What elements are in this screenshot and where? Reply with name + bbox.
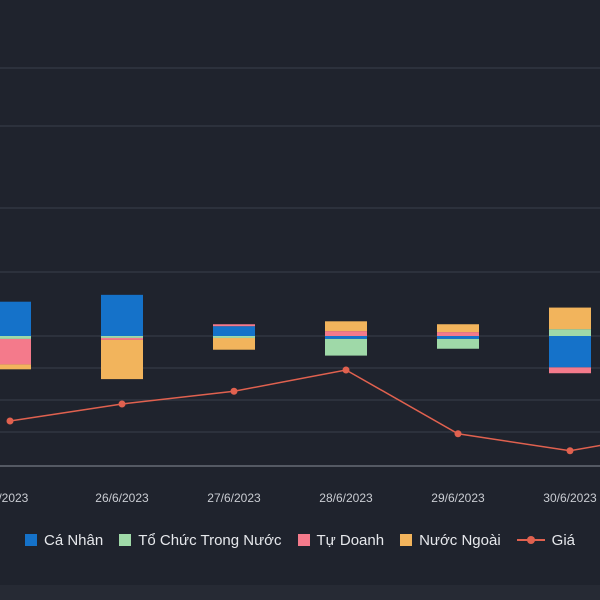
- chart-plot: 6/2023 26/6/2023 27/6/2023 28/6/2023 29/6/20…: [0, 67, 600, 505]
- bar-segment[interactable]: [325, 331, 367, 336]
- price-point[interactable]: [342, 366, 350, 374]
- legend-swatch-nuoc-ngoai: [400, 534, 413, 546]
- x-tick-label: 27/6/2023: [207, 491, 261, 505]
- legend-label-nuoc-ngoai: Nước Ngoài: [419, 531, 501, 549]
- legend-item-tu-doanh[interactable]: Tự Doanh: [297, 531, 385, 549]
- x-tick-label: 26/6/2023: [95, 491, 149, 505]
- legend-item-nuoc-ngoai[interactable]: Nước Ngoài: [400, 532, 501, 549]
- bar-segment[interactable]: [437, 332, 479, 336]
- bar-segment[interactable]: [549, 329, 591, 336]
- chart-legend: Cá Nhân Tổ Chức Trong Nước Tự Doanh Nước…: [0, 528, 600, 552]
- price-point[interactable]: [566, 447, 574, 455]
- bar-segment[interactable]: [549, 336, 591, 368]
- x-tick-label: 28/6/2023: [319, 491, 373, 505]
- bar-segment[interactable]: [325, 336, 367, 339]
- bar-segment[interactable]: [549, 367, 591, 374]
- bar-segment[interactable]: [437, 324, 479, 333]
- legend-item-ca-nhan[interactable]: Cá Nhân: [25, 532, 103, 549]
- x-tick-label: 29/6/2023: [431, 491, 485, 505]
- legend-swatch-tu-doanh: [297, 534, 310, 546]
- bar-segment[interactable]: [325, 338, 367, 356]
- price-point[interactable]: [6, 417, 14, 425]
- legend-label-tu-doanh: Tự Doanh: [316, 531, 385, 549]
- bar-segment[interactable]: [437, 338, 479, 349]
- legend-label-ca-nhan: Cá Nhân: [44, 531, 104, 549]
- bar-segment[interactable]: [101, 336, 143, 338]
- bar-segment[interactable]: [0, 301, 31, 336]
- legend-item-gia[interactable]: Giá: [516, 531, 575, 549]
- x-tick-label: 30/6/2023: [543, 491, 597, 505]
- bar-segment[interactable]: [0, 336, 31, 339]
- bar-segment[interactable]: [549, 307, 591, 330]
- bar-segment[interactable]: [213, 324, 255, 327]
- bar-segment[interactable]: [101, 294, 143, 336]
- bar-segment[interactable]: [0, 338, 31, 365]
- legend-label-to-chuc-trong-nuoc: Tổ Chức Trong Nước: [138, 531, 282, 549]
- bar-segment[interactable]: [325, 321, 367, 332]
- bar-segment[interactable]: [437, 336, 479, 339]
- bottom-strip: [0, 585, 600, 600]
- bar-segment[interactable]: [213, 336, 255, 338]
- price-line: [9, 369, 600, 452]
- price-point[interactable]: [118, 400, 126, 408]
- bar-segment[interactable]: [213, 326, 255, 336]
- price-point[interactable]: [230, 387, 238, 395]
- bar-segment[interactable]: [0, 364, 31, 370]
- legend-swatch-gia: [516, 534, 545, 546]
- x-tick-label: 6/2023: [0, 491, 29, 505]
- bar-segment[interactable]: [101, 337, 143, 340]
- bar-segment[interactable]: [213, 337, 255, 350]
- legend-item-to-chuc-trong-nuoc[interactable]: Tổ Chức Trong Nước: [119, 531, 282, 549]
- legend-label-gia: Giá: [551, 531, 575, 549]
- legend-swatch-ca-nhan: [25, 534, 37, 546]
- legend-swatch-to-chuc-trong-nuoc: [119, 534, 132, 546]
- bar-segment[interactable]: [101, 339, 143, 380]
- price-point[interactable]: [454, 430, 462, 438]
